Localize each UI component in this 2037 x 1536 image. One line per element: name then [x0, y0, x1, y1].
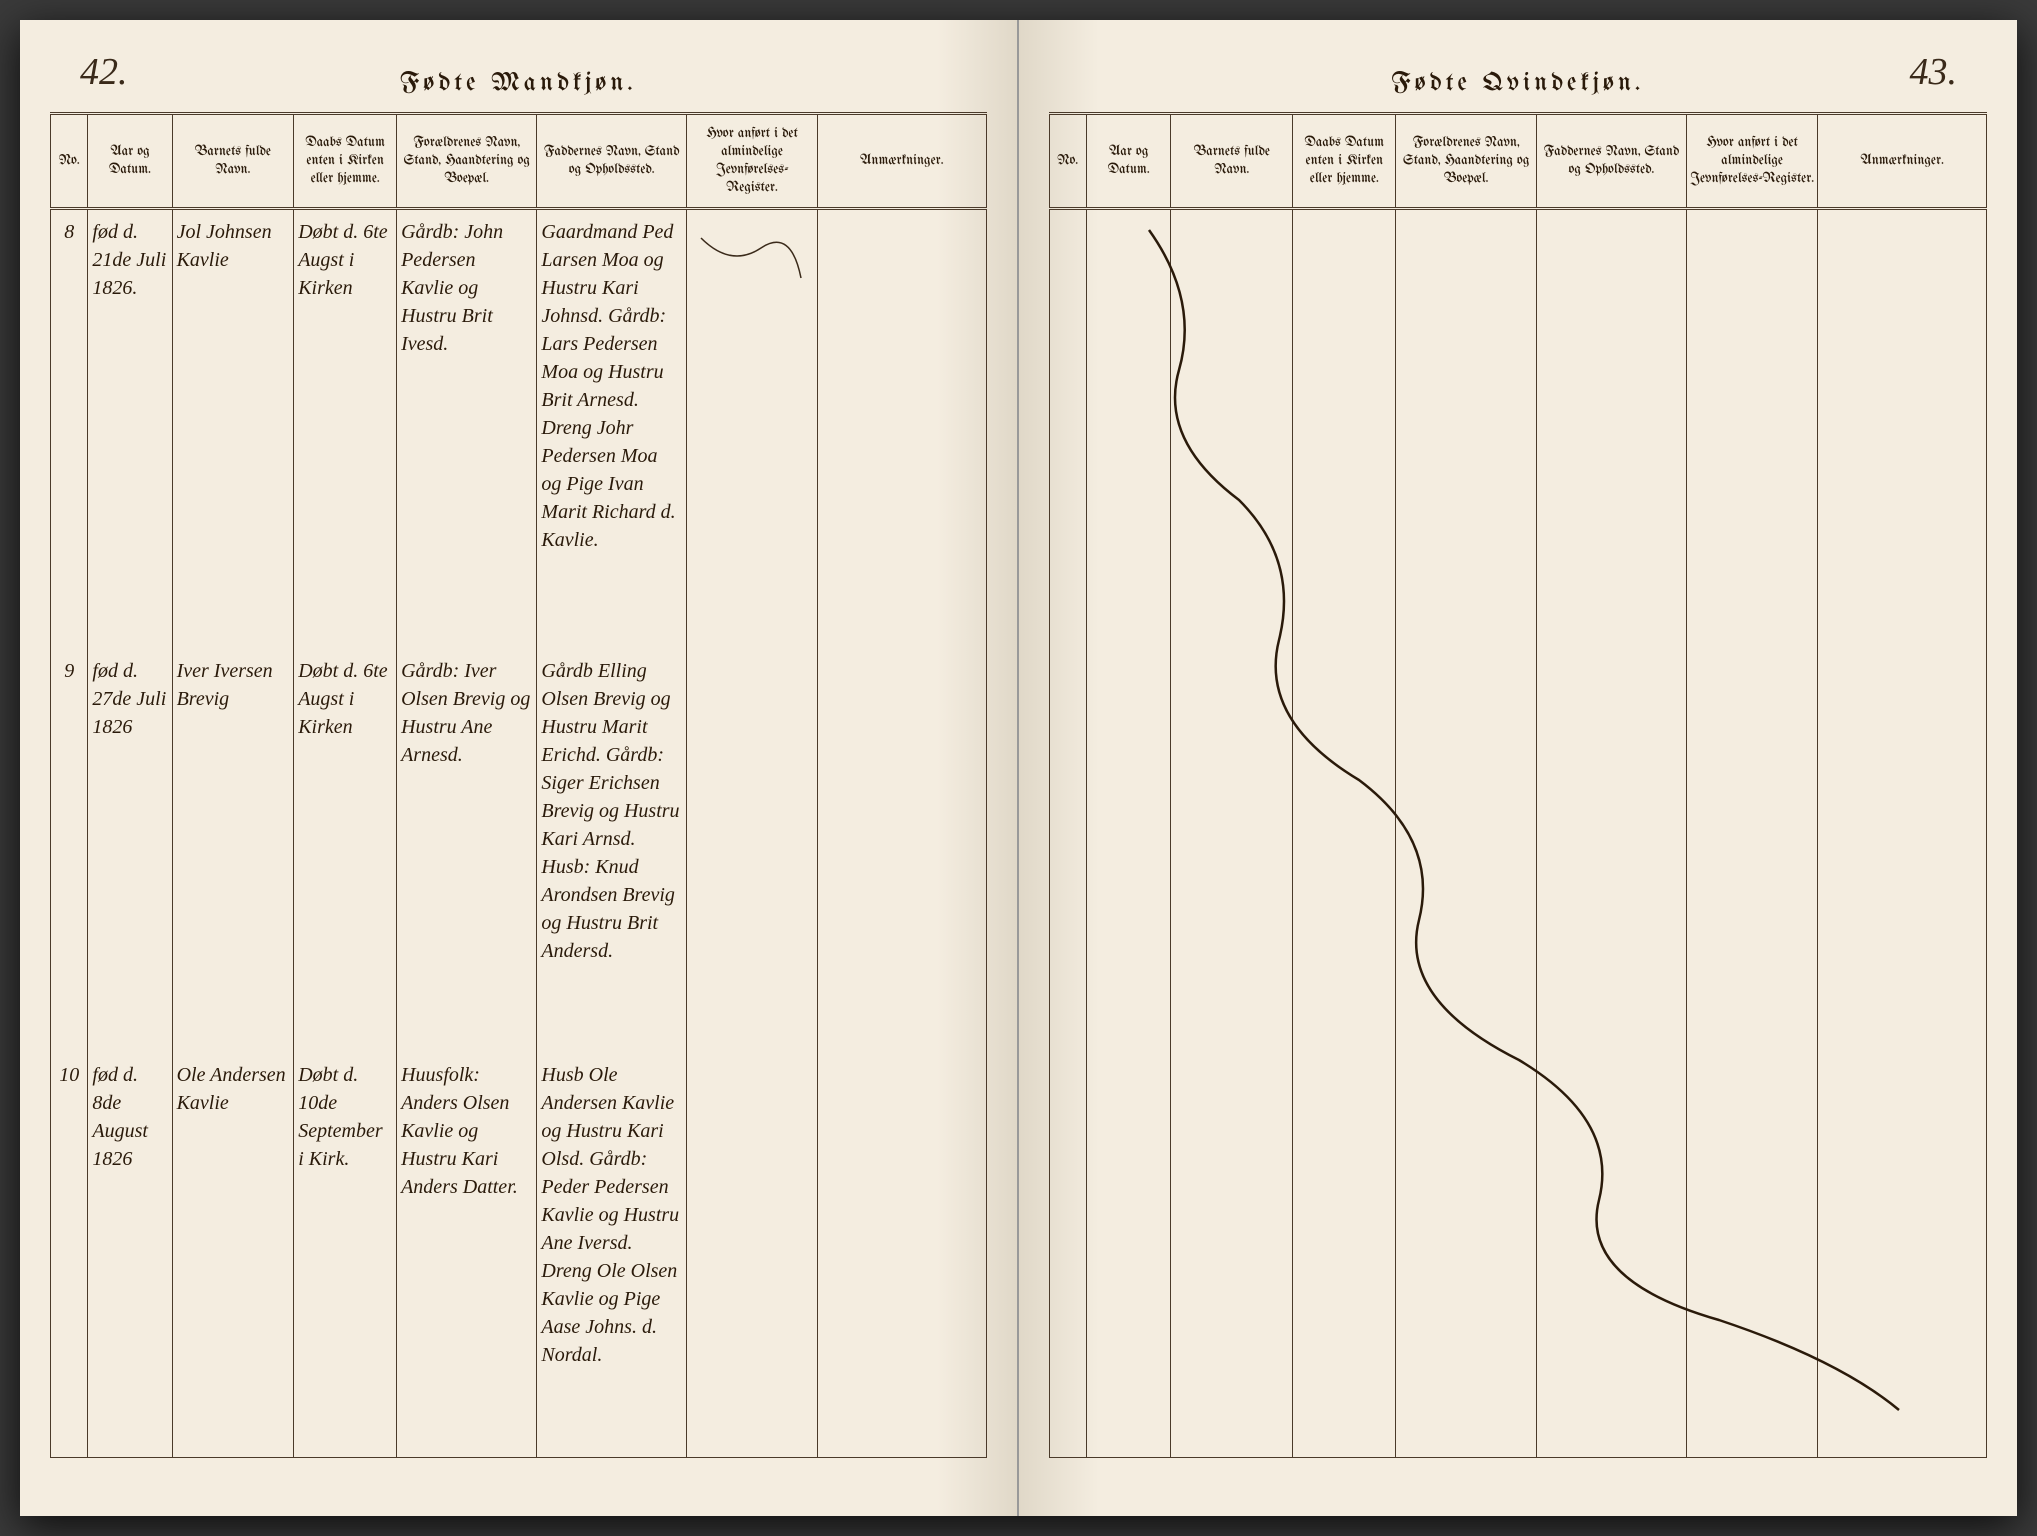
cell-baptism: Døbt d. 6te Augst i Kirken	[294, 209, 397, 650]
cell-name: Ole Andersen Kavlie	[172, 1053, 294, 1458]
col-header-name: Barnets fulde Navn.	[1171, 114, 1293, 209]
empty-cell	[1396, 209, 1537, 1458]
table-row: 9 fød d. 27de Juli 1826 Iver Iversen Bre…	[51, 649, 987, 1053]
cell-baptism: Døbt d. 6te Augst i Kirken	[294, 649, 397, 1053]
empty-cell	[1818, 209, 1987, 1458]
cell-no: 9	[51, 649, 88, 1053]
cell-register	[687, 209, 818, 650]
col-header-date: Aar og Datum.	[1087, 114, 1171, 209]
col-header-name: Barnets fulde Navn.	[172, 114, 294, 209]
cell-date: fød d. 27de Juli 1826	[88, 649, 172, 1053]
table-row: 10 fød d. 8de August 1826 Ole Andersen K…	[51, 1053, 987, 1458]
cell-parents: Huusfolk: Anders Olsen Kavlie og Hustru …	[397, 1053, 537, 1458]
page-number-right: 43.	[1910, 50, 1958, 94]
col-header-date: Aar og Datum.	[88, 114, 172, 209]
empty-row	[1049, 209, 1987, 1458]
cell-date: fød d. 8de August 1826	[88, 1053, 172, 1458]
cell-parents: Gårdb: Iver Olsen Brevig og Hustru Ane A…	[397, 649, 537, 1053]
col-header-baptism: Daabs Datum enten i Kirken eller hjemme.	[294, 114, 397, 209]
cell-remarks	[818, 649, 986, 1053]
ledger-table-right: No. Aar og Datum. Barnets fulde Navn. Da…	[1049, 112, 1988, 1458]
col-header-no: No.	[1049, 114, 1087, 209]
empty-cell	[1049, 209, 1087, 1458]
cell-date: fød d. 21de Juli 1826.	[88, 209, 172, 650]
cell-parents: Gårdb: John Pedersen Kavlie og Hustru Br…	[397, 209, 537, 650]
col-header-baptism: Daabs Datum enten i Kirken eller hjemme.	[1293, 114, 1396, 209]
cell-register	[687, 649, 818, 1053]
col-header-sponsors: Faddernes Navn, Stand og Opholdssted.	[1537, 114, 1687, 209]
cell-name: Jol Johnsen Kavlie	[172, 209, 294, 650]
col-header-remarks: Anmærkninger.	[1818, 114, 1987, 209]
col-header-parents: Forældrenes Navn, Stand, Haandtering og …	[1396, 114, 1537, 209]
empty-cell	[1537, 209, 1687, 1458]
col-header-parents: Forældrenes Navn, Stand, Haandtering og …	[397, 114, 537, 209]
col-header-remarks: Anmærkninger.	[818, 114, 986, 209]
col-header-register: Hvor anført i det almindelige Jevnførels…	[1687, 114, 1818, 209]
book-spread: 42. Fødte Mandkjøn. No. Aar og Datum. Ba…	[20, 20, 2017, 1516]
cell-no: 10	[51, 1053, 88, 1458]
right-page: 43. Fødte Qvindekjøn. No. Aar og Datum. …	[1019, 20, 2018, 1516]
header-row: No. Aar og Datum. Barnets fulde Navn. Da…	[1049, 114, 1987, 209]
empty-cell	[1687, 209, 1818, 1458]
ledger-table-left: No. Aar og Datum. Barnets fulde Navn. Da…	[50, 112, 987, 1458]
cell-remarks	[818, 209, 986, 650]
page-number-left: 42.	[80, 50, 128, 94]
cell-sponsors: Gaardmand Ped Larsen Moa og Hustru Kari …	[537, 209, 687, 650]
cell-remarks	[818, 1053, 986, 1458]
cell-baptism: Døbt d. 10de September i Kirk.	[294, 1053, 397, 1458]
empty-cell	[1087, 209, 1171, 1458]
cell-sponsors: Husb Ole Andersen Kavlie og Hustru Kari …	[537, 1053, 687, 1458]
col-header-register: Hvor anført i det almindelige Jevnførels…	[687, 114, 818, 209]
empty-cell	[1171, 209, 1293, 1458]
cell-no: 8	[51, 209, 88, 650]
col-header-sponsors: Faddernes Navn, Stand og Opholdssted.	[537, 114, 687, 209]
cell-name: Iver Iversen Brevig	[172, 649, 294, 1053]
col-header-no: No.	[51, 114, 88, 209]
cell-register	[687, 1053, 818, 1458]
left-page: 42. Fødte Mandkjøn. No. Aar og Datum. Ba…	[20, 20, 1019, 1516]
page-title-right: Fødte Qvindekjøn.	[1049, 70, 1988, 97]
header-row: No. Aar og Datum. Barnets fulde Navn. Da…	[51, 114, 987, 209]
table-row: 8 fød d. 21de Juli 1826. Jol Johnsen Kav…	[51, 209, 987, 650]
squiggle-mark	[691, 218, 813, 318]
cell-sponsors: Gårdb Elling Olsen Brevig og Hustru Mari…	[537, 649, 687, 1053]
page-title-left: Fødte Mandkjøn.	[50, 70, 987, 97]
empty-cell	[1293, 209, 1396, 1458]
